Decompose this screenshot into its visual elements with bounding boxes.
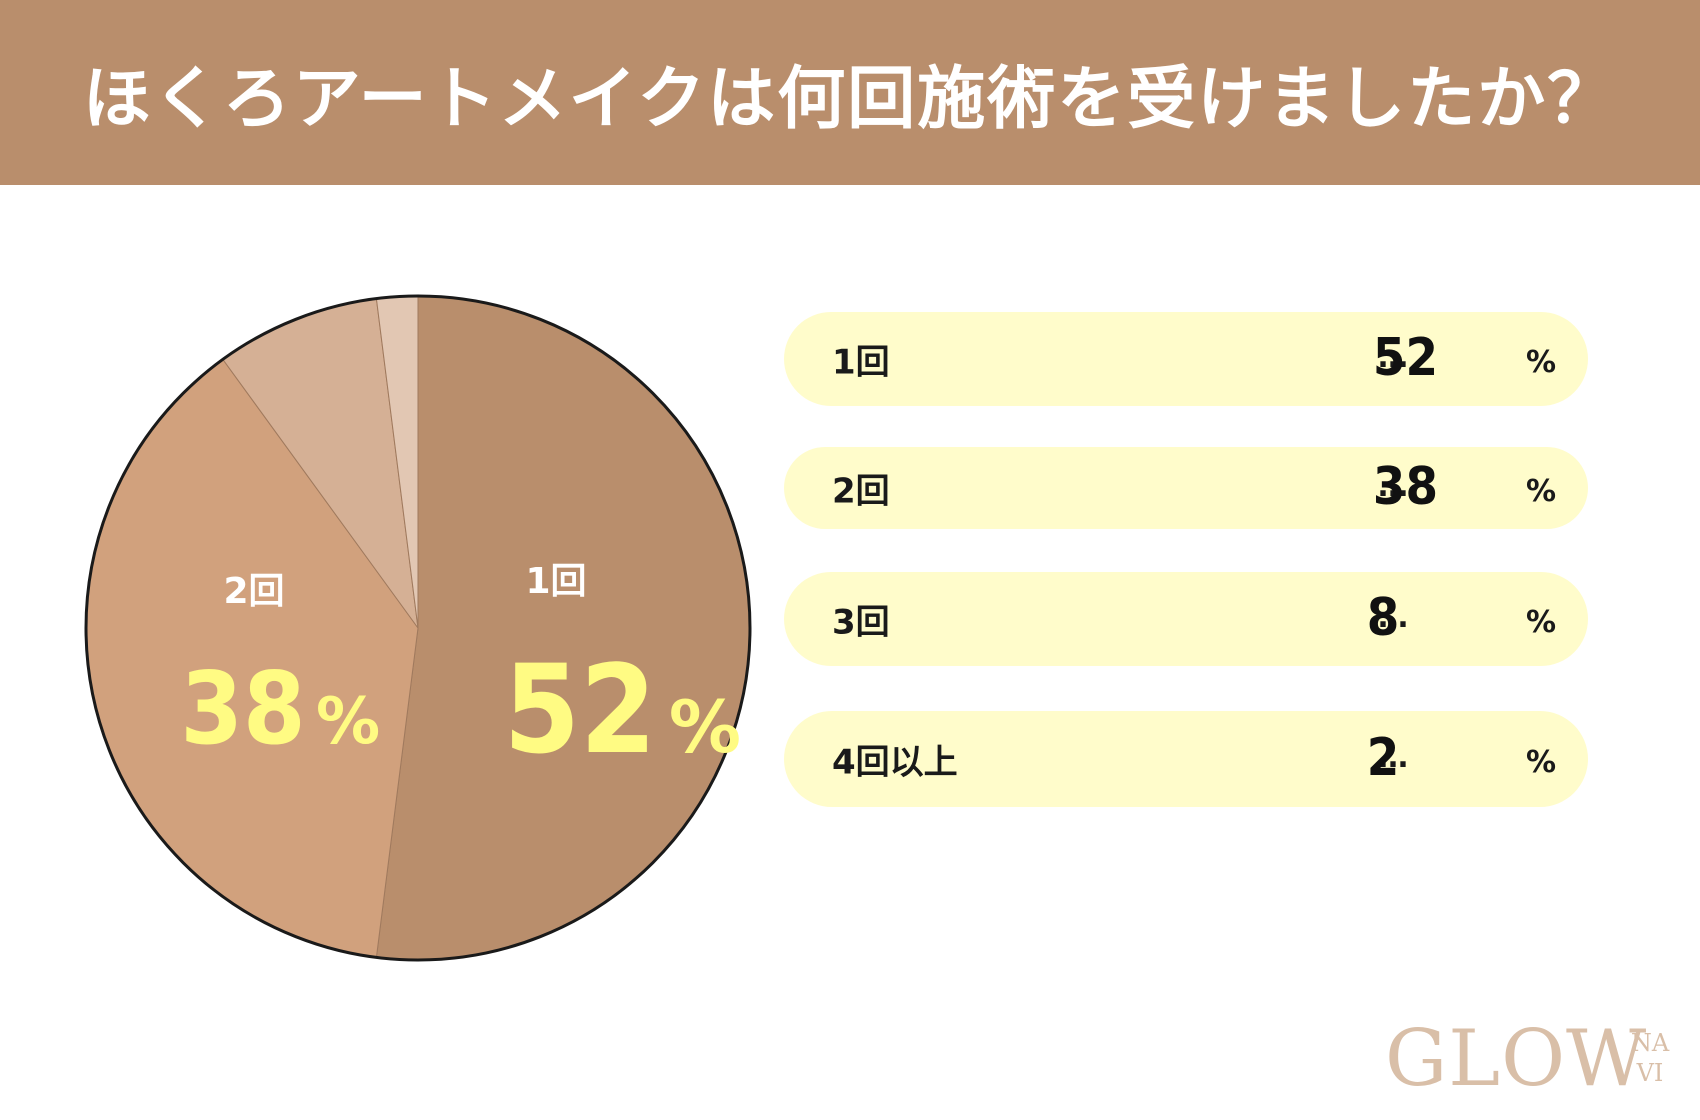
legend-value: 8 bbox=[1366, 587, 1400, 648]
logo-sub-text: NA VI bbox=[1625, 1028, 1675, 1088]
legend-value: 2 bbox=[1366, 727, 1400, 788]
legend-label: 1回 bbox=[832, 342, 890, 383]
legend-unit: % bbox=[1525, 345, 1556, 380]
legend-label: 4回以上 bbox=[832, 742, 958, 783]
legend-row-3: 3回 … 8% bbox=[784, 572, 1588, 666]
legend-value: 38 bbox=[1372, 456, 1438, 517]
logo-sub-line1: NA bbox=[1630, 1029, 1670, 1057]
header-banner: ほくろアートメイクは何回施術を受けましたか？ bbox=[0, 0, 1700, 185]
glownavi-logo: GLOW NA VI bbox=[1385, 1020, 1685, 1110]
legend-unit: % bbox=[1525, 474, 1556, 509]
pie-unit-1: % bbox=[669, 685, 741, 769]
legend-label: 3回 bbox=[832, 602, 890, 643]
legend-row-2: 2回 … 38% bbox=[784, 447, 1588, 529]
pie-slice-1 bbox=[375, 295, 751, 961]
pie-outline bbox=[84, 294, 752, 962]
pie-unit-2: % bbox=[316, 685, 380, 759]
legend-dots: … bbox=[1378, 599, 1408, 635]
logo-main-text: GLOW bbox=[1385, 1014, 1648, 1104]
legend-dots: … bbox=[1378, 739, 1408, 775]
pie-value-2: 38 bbox=[180, 650, 305, 767]
legend-row-1: 1回 … 52% bbox=[784, 312, 1588, 406]
pie-label-2: 2回 bbox=[223, 571, 284, 612]
legend-unit: % bbox=[1525, 745, 1556, 780]
legend-value: 52 bbox=[1372, 327, 1438, 388]
legend-dots: … bbox=[1378, 339, 1408, 375]
logo-sub-line2: VI bbox=[1636, 1059, 1664, 1087]
legend-unit: % bbox=[1525, 605, 1556, 640]
legend-label: 2回 bbox=[832, 471, 890, 512]
legend-row-4: 4回以上 … 2% bbox=[784, 711, 1588, 807]
legend-dots: … bbox=[1378, 468, 1408, 504]
pie-label-1: 1回 bbox=[525, 561, 586, 602]
chart-title: ほくろアートメイクは何回施術を受けましたか？ bbox=[82, 60, 1618, 139]
pie-value-1: 52 bbox=[504, 639, 657, 781]
pie-chart: 1回 52 % 2回 38% bbox=[84, 294, 752, 962]
